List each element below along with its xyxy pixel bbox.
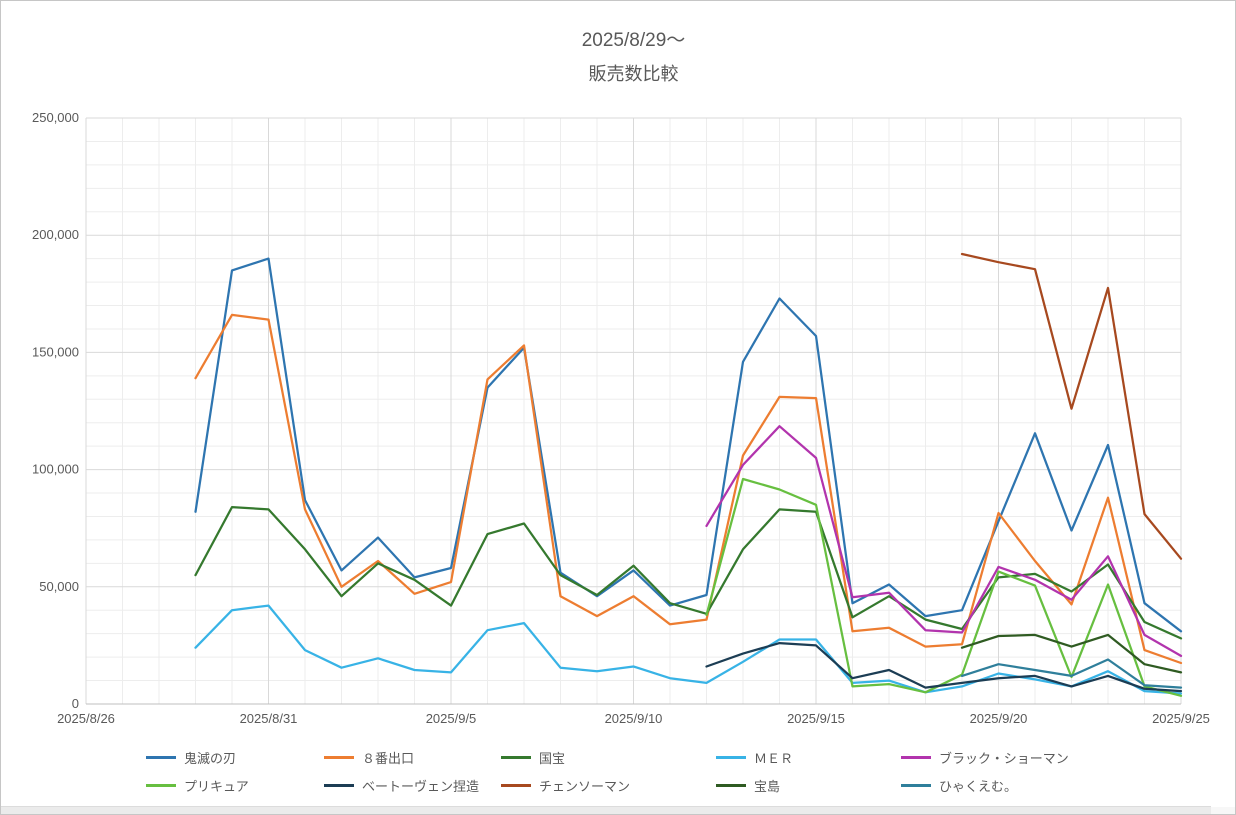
x-axis-tick-label: 2025/9/15 (787, 711, 845, 726)
y-axis-tick-label: 150,000 (32, 344, 79, 359)
y-axis-tick-label: 200,000 (32, 227, 79, 242)
legend-item-8: 宝島 (716, 775, 780, 795)
x-axis-tick-label: 2025/9/10 (605, 711, 663, 726)
legend-item-4: ブラック・ショーマン (901, 747, 1069, 767)
legend-label: 国宝 (539, 750, 566, 766)
x-axis-tick-label: 2025/9/25 (1152, 711, 1210, 726)
x-axis-tick-label: 2025/8/26 (57, 711, 115, 726)
legend-line-swatch (716, 783, 746, 787)
legend-line-swatch (146, 755, 176, 759)
legend-item-2: 国宝 (501, 747, 565, 767)
legend-line-swatch (501, 783, 531, 787)
legend-line-swatch (716, 755, 746, 759)
series-line-7 (960, 252, 1183, 560)
legend-line-swatch (324, 755, 354, 759)
series-line-4 (705, 425, 1183, 658)
legend-item-0: 鬼滅の刃 (146, 747, 236, 767)
x-axis-tick-label: 2025/9/5 (426, 711, 477, 726)
series-line-5 (705, 477, 1183, 697)
x-axis-tick-label: 2025/9/20 (970, 711, 1028, 726)
legend-line-swatch (501, 755, 531, 759)
legend-line-swatch (146, 783, 176, 787)
y-axis-tick-label: 50,000 (39, 579, 79, 594)
legend-item-6: ベートーヴェン捏造 (324, 775, 479, 795)
legend-label: 宝島 (754, 778, 781, 794)
legend-label: ８番出口 (362, 750, 415, 766)
legend-label: ベートーヴェン捏造 (362, 778, 480, 794)
legend-line-swatch (324, 783, 354, 787)
legend-label: 鬼滅の刃 (184, 750, 237, 766)
series-line-6 (705, 641, 1183, 693)
series-line-1 (194, 313, 1183, 665)
legend-item-7: チェンソーマン (501, 775, 630, 795)
chart-legend: 鬼滅の刃 ８番出口 国宝 ＭＥＲ ブラック・ショーマンプリキュア ベートーヴェン捏造 チェン… (1, 743, 1235, 801)
legend-item-9: ひゃくえむ。 (901, 775, 1017, 795)
horizontal-scrollbar[interactable] (1, 806, 1211, 814)
series-line-8 (960, 633, 1183, 674)
x-axis-tick-label: 2025/8/31 (240, 711, 298, 726)
legend-label: ブラック・ショーマン (939, 750, 1069, 766)
chart-title-line1: 2025/8/29～ (581, 30, 686, 51)
legend-label: ＭＥＲ (754, 750, 794, 766)
legend-item-3: ＭＥＲ (716, 747, 793, 767)
legend-label: プリキュア (184, 778, 249, 794)
legend-label: チェンソーマン (539, 778, 631, 794)
legend-label: ひゃくえむ。 (939, 778, 1018, 794)
legend-line-swatch (901, 755, 931, 759)
legend-item-5: プリキュア (146, 775, 249, 795)
y-axis-tick-label: 100,000 (32, 462, 79, 477)
series-line-2 (194, 505, 1183, 640)
y-axis-tick-label: 250,000 (32, 110, 79, 125)
y-axis-tick-label: 0 (72, 696, 79, 711)
chart-title-line2: 販売数比較 (588, 64, 679, 84)
legend-item-1: ８番出口 (324, 747, 414, 767)
legend-line-swatch (901, 783, 931, 787)
series-line-0 (194, 257, 1183, 633)
series-line-9 (960, 658, 1183, 689)
scrollbar-corner (1211, 807, 1235, 814)
